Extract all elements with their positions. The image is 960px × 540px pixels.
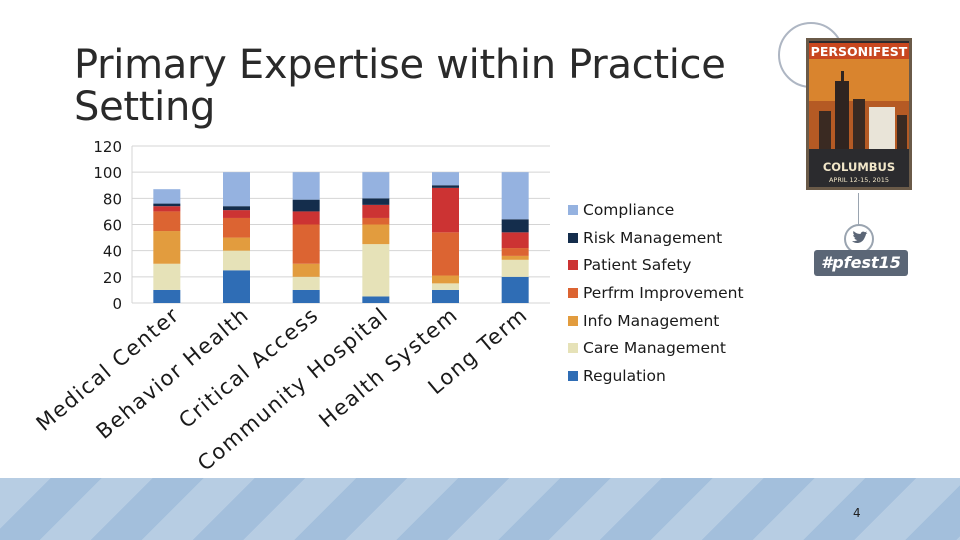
legend-item: Regulation [568, 362, 744, 390]
legend-swatch [568, 287, 578, 298]
bar-segment [292, 224, 320, 264]
bar-segment [292, 211, 320, 225]
bar-segment [292, 289, 320, 303]
connector-line [858, 193, 859, 225]
y-tick-label: 60 [103, 217, 122, 235]
page-number: 4 [853, 506, 861, 520]
legend-label: Perfrm Improvement [583, 283, 744, 302]
bar-segment [432, 275, 459, 284]
bar-segment [292, 263, 320, 277]
y-tick-label: 100 [93, 164, 122, 182]
bar-segment [223, 217, 250, 238]
y-tick-label: 40 [103, 243, 122, 261]
legend-label: Compliance [583, 200, 675, 219]
bar-segment [362, 204, 390, 218]
personifest-poster: PERSONIFEST COLUMBUS APRIL 12-15, 2015 [806, 38, 912, 190]
poster-title: PERSONIFEST [809, 43, 909, 60]
bar-segment [153, 231, 181, 264]
legend-item: Risk Management [568, 224, 744, 252]
page-title: Primary Expertise within Practice Settin… [74, 42, 726, 130]
y-tick-label: 80 [103, 190, 122, 208]
bar-segment [223, 237, 250, 251]
legend-label: Care Management [583, 339, 726, 358]
legend-swatch [568, 315, 578, 326]
personifest-logo: PERSONIFEST COLUMBUS APRIL 12-15, 2015 [778, 18, 916, 194]
bar-segment [501, 219, 529, 233]
bar-segment [362, 224, 390, 245]
bar-segment [501, 172, 529, 220]
y-tick-label: 120 [93, 138, 122, 156]
bar-segment [501, 248, 529, 256]
bar-segment [153, 206, 181, 212]
legend-label: Patient Safety [583, 256, 692, 275]
bar-segment [153, 189, 181, 204]
footer-band [0, 478, 960, 540]
poster-city: COLUMBUS [822, 160, 896, 174]
legend-swatch [568, 232, 578, 243]
bar-segment [292, 172, 320, 200]
hashtag-badge: #pfest15 [814, 250, 908, 276]
bar-segment [432, 172, 459, 186]
legend-label: Info Management [583, 311, 720, 330]
bar-segment [432, 289, 459, 303]
poster-date: APRIL 12-15, 2015 [828, 176, 890, 184]
bar-segment [223, 250, 250, 271]
bar-segment [292, 199, 320, 212]
legend-label: Regulation [583, 366, 666, 385]
bar-segment [362, 296, 390, 303]
bar-segment [432, 187, 459, 233]
legend-item: Care Management [568, 334, 744, 362]
legend-swatch [568, 370, 578, 381]
bar-segment [432, 185, 459, 188]
bar-segment [362, 217, 390, 225]
legend-label: Risk Management [583, 228, 723, 247]
bar-segment [362, 172, 390, 199]
bar-segment [432, 283, 459, 290]
y-tick-label: 20 [103, 269, 122, 287]
bar-segment [153, 203, 181, 207]
legend-item: Perfrm Improvement [568, 279, 744, 307]
bar-segment [362, 198, 390, 205]
bar-segment [153, 263, 181, 290]
city-skyline-icon [809, 59, 909, 187]
bar-segment [153, 211, 181, 232]
bar-segment [501, 259, 529, 277]
bar-segment [501, 255, 529, 260]
bar-segment [292, 276, 320, 290]
bar-segment [362, 244, 390, 297]
bar-segment [223, 206, 250, 211]
legend-item: Info Management [568, 307, 744, 335]
legend-swatch [568, 204, 578, 215]
bar-segment [223, 270, 250, 303]
y-tick-label: 0 [112, 295, 122, 313]
bar-segment [223, 172, 250, 207]
legend-swatch [568, 260, 578, 271]
bar-segment [153, 289, 181, 303]
legend-swatch [568, 343, 578, 354]
legend-item: Compliance [568, 196, 744, 224]
bar-segment [432, 232, 459, 276]
chart-legend: Compliance Risk Management Patient Safety P… [568, 196, 744, 390]
bar-segment [501, 276, 529, 303]
bar-segment [501, 232, 529, 249]
legend-item: Patient Safety [568, 251, 744, 279]
bar-segment [223, 210, 250, 218]
